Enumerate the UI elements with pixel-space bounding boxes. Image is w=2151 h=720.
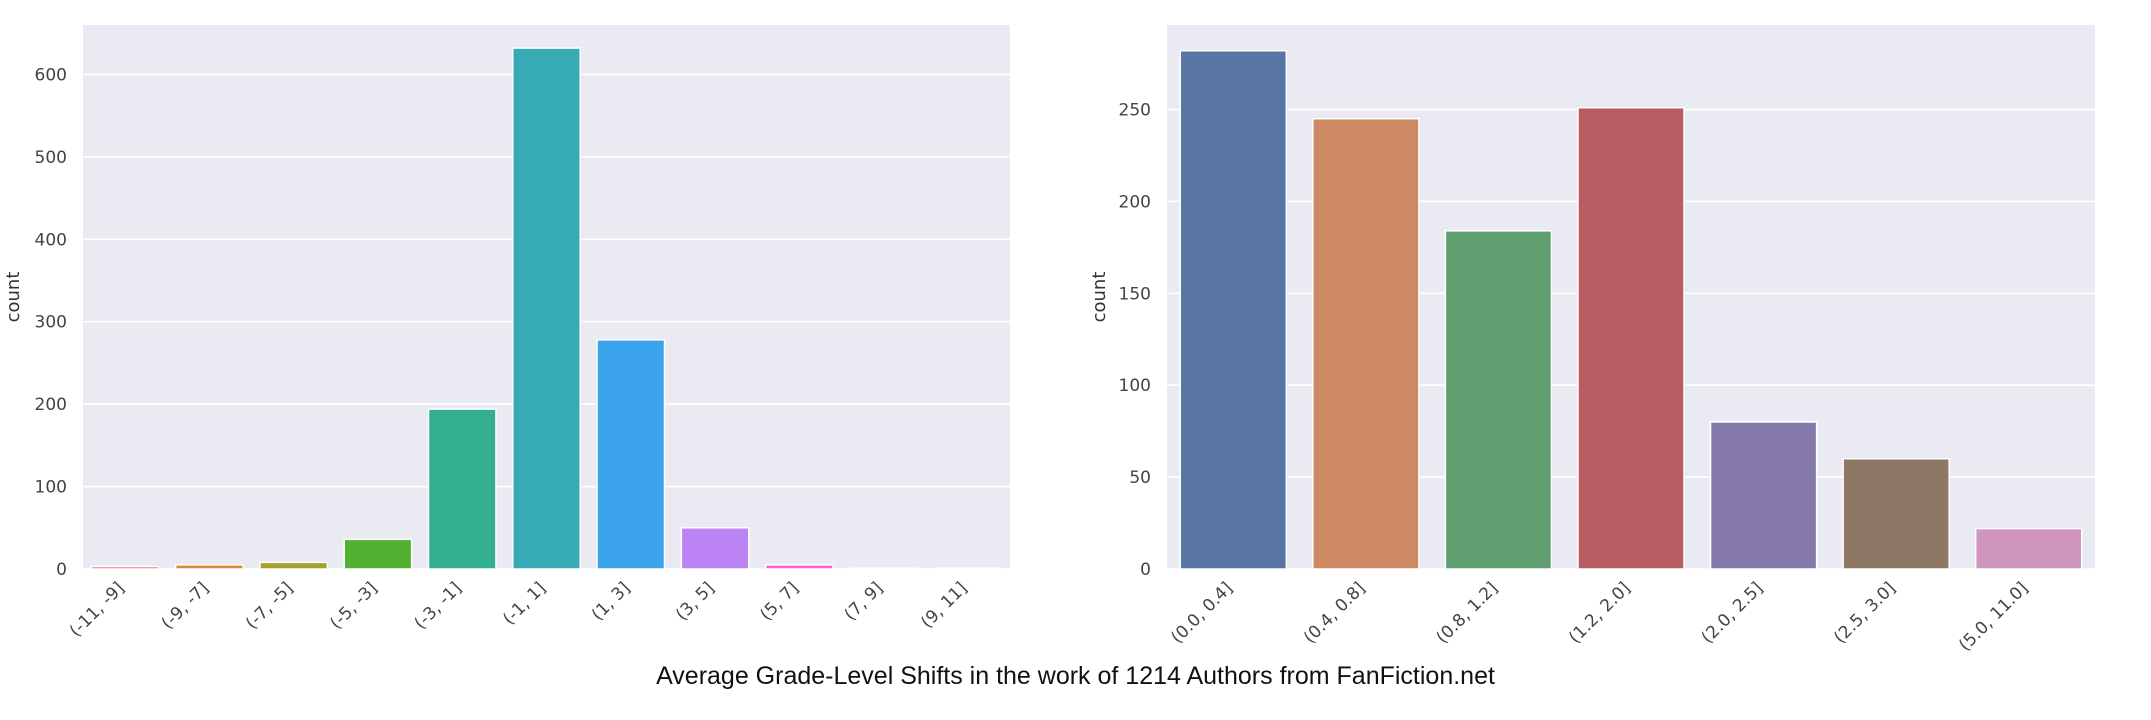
x-tick-label: (9, 11] (917, 578, 971, 632)
y-tick-label: 100 (1119, 376, 1151, 396)
x-tick-label: (5.0, 11.0] (1955, 578, 2032, 655)
x-tick-label: (-11, -9] (66, 578, 129, 641)
bar (512, 47, 581, 570)
y-axis-label: count (1089, 272, 1110, 323)
y-tick-label: 400 (35, 230, 67, 250)
bar (849, 567, 919, 570)
x-tick-label: (5, 7] (756, 578, 802, 624)
bar (764, 564, 834, 570)
x-tick-label: (-9, -7] (158, 578, 213, 633)
x-tick-label: (2.0, 2.5] (1698, 578, 1767, 647)
bar (343, 538, 413, 570)
x-tick-label: (0.8, 1.2] (1433, 578, 1502, 647)
y-tick-label: 100 (35, 478, 67, 498)
bar (259, 561, 329, 570)
bar (427, 408, 497, 570)
x-tick-label: (3, 5] (672, 578, 718, 624)
chart-panel-2: 0 50 100 150 200 250 (0.0, 0.4] (0.4, 0.8] (0.8,… (1089, 25, 2095, 655)
x-tick-label: (0.0, 0.4] (1167, 578, 1236, 647)
y-axis-label: count (3, 272, 24, 323)
x-tick-label: (0.4, 0.8] (1300, 578, 1369, 647)
y-tick-label: 0 (56, 560, 67, 580)
y-tick-label: 600 (35, 65, 67, 85)
y-tick-label: 50 (1129, 468, 1151, 488)
bar (596, 339, 666, 570)
bar (1577, 106, 1685, 570)
y-tick-label: 300 (35, 313, 67, 333)
y-tick-label: 200 (1119, 192, 1151, 212)
x-tick-label: (1, 3] (588, 578, 634, 624)
x-tick-label: (-7, -5] (242, 578, 297, 633)
bar (680, 527, 750, 570)
bar (90, 565, 160, 570)
x-tick-label: (-3, -1] (411, 578, 466, 633)
y-tick-label: 200 (35, 395, 67, 415)
bar (1312, 117, 1420, 570)
figure-caption: Average Grade-Level Shifts in the work o… (656, 662, 1495, 690)
bar (1444, 230, 1553, 570)
bar (1709, 421, 1818, 570)
x-tick-label: (2.5, 3.0] (1830, 578, 1899, 647)
chart-panel-1: 0 100 200 300 400 500 600 (-11, -9] (-9, -7] (-7,… (3, 25, 1010, 641)
y-tick-label: 0 (1140, 560, 1151, 580)
bar (1974, 527, 2083, 570)
y-tick-label: 250 (1119, 101, 1151, 121)
y-tick-label: 150 (1119, 284, 1151, 304)
bar (1842, 457, 1950, 570)
x-tick-label: (1.2, 2.0] (1565, 578, 1634, 647)
x-tick-label: (7, 9] (841, 578, 887, 624)
x-tick-label: (-5, -3] (326, 578, 381, 633)
bar (174, 564, 244, 570)
bar (1179, 49, 1288, 570)
y-tick-label: 500 (35, 148, 67, 168)
bar (933, 567, 1003, 570)
x-tick-label: (-1, 1] (499, 578, 550, 629)
